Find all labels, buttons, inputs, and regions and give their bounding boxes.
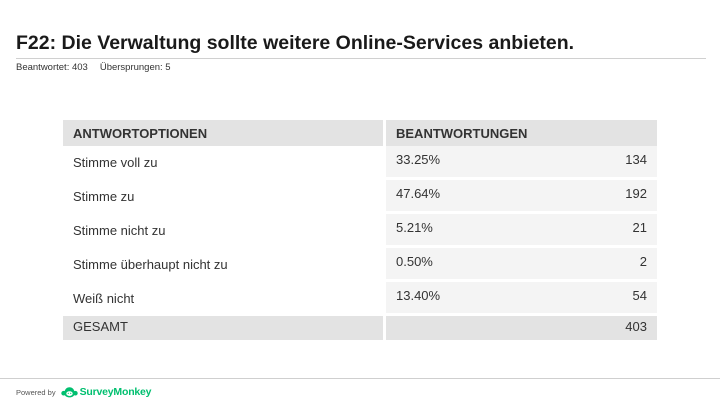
response-count: 2 (519, 248, 657, 282)
answer-option: Weiß nicht (73, 291, 135, 306)
response-percent: 5.21% (383, 214, 519, 248)
answered-count: Beantwortet: 403 (16, 62, 88, 73)
total-row: GESAMT 403 (63, 316, 657, 340)
surveymonkey-brand-name: SurveyMonkey (79, 386, 152, 398)
total-blank-cell (383, 316, 519, 340)
answer-option: Stimme überhaupt nicht zu (73, 257, 228, 272)
response-percent: 33.25% (383, 146, 519, 180)
table-row: Stimme zu 47.64% 192 (63, 180, 657, 214)
response-percent: 47.64% (383, 180, 519, 214)
header-answer-options: ANTWORTOPTIONEN (63, 120, 383, 146)
surveymonkey-logo-icon (60, 387, 78, 398)
answer-option: Stimme nicht zu (73, 223, 166, 238)
skipped-count: Übersprungen: 5 (99, 62, 171, 73)
footer-divider (0, 378, 720, 379)
total-label: GESAMT (63, 316, 383, 340)
table-header-row: ANTWORTOPTIONEN BEANTWORTUNGEN (63, 120, 657, 146)
answer-option: Stimme voll zu (73, 155, 158, 170)
table-row: Weiß nicht 13.40% 54 (63, 282, 657, 316)
response-count: 21 (519, 214, 657, 248)
answer-option: Stimme zu (73, 189, 135, 204)
table-row: Stimme überhaupt nicht zu 0.50% 2 (63, 248, 657, 282)
response-count: 54 (519, 282, 657, 316)
response-count: 192 (519, 180, 657, 214)
table-row: Stimme voll zu 33.25% 134 (63, 146, 657, 180)
powered-by-label: Powered by (16, 387, 56, 397)
surveymonkey-brand-link[interactable]: SurveyMonkey (60, 386, 152, 398)
results-table: ANTWORTOPTIONEN BEANTWORTUNGEN Stimme vo… (63, 120, 657, 340)
response-percent: 0.50% (383, 248, 519, 282)
question-title: F22: Die Verwaltung sollte weitere Onlin… (16, 32, 575, 54)
response-count: 134 (519, 146, 657, 180)
header-responses: BEANTWORTUNGEN (383, 120, 657, 146)
response-percent: 13.40% (383, 282, 519, 316)
footer: Powered by SurveyMonkey (16, 386, 152, 398)
table-row: Stimme nicht zu 5.21% 21 (63, 214, 657, 248)
total-count: 403 (519, 316, 657, 340)
title-divider (16, 58, 706, 59)
response-stats: Beantwortet: 403 Übersprungen: 5 (16, 62, 171, 73)
